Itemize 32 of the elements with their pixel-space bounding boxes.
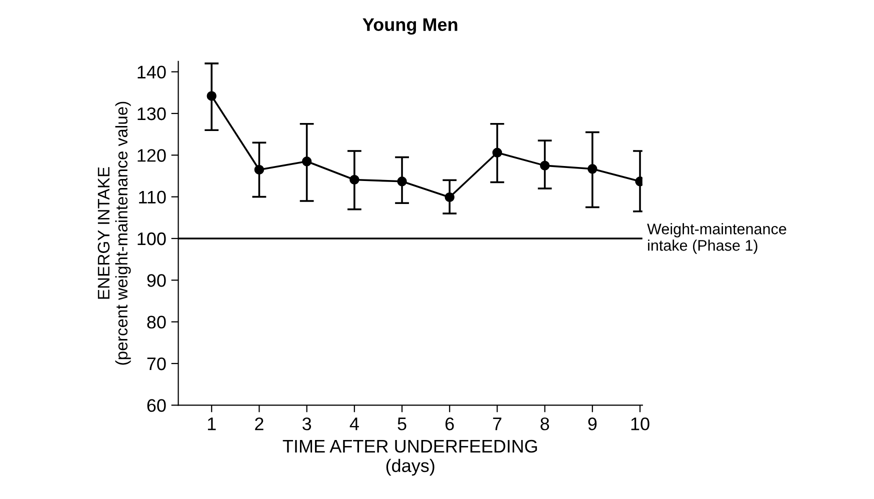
y-tick-label: 80 [147,316,166,329]
y-tick-label: 110 [139,190,166,204]
point [206,91,216,101]
point [444,192,454,202]
point [254,164,264,175]
x-tick-label: 5 [398,418,406,430]
point [540,160,550,170]
x-tick-label: 10 [631,417,650,430]
y-tick-label: 120 [138,149,166,162]
y-tick-label: 140 [138,66,166,79]
ref-line-label: Weight-maintenance intake (Phase 1) [647,223,786,254]
x-tick-label: 1 [208,418,216,430]
y-tick-label: 130 [138,107,166,120]
x-tick-label: 2 [255,417,264,430]
x-tick-label: 9 [588,417,597,430]
point [492,148,502,158]
y-tick-label: 70 [147,357,166,370]
x-tick-label: 7 [493,418,502,430]
y-tick-label: 60 [147,399,166,412]
point [397,176,407,186]
x-tick-label: 4 [350,418,359,430]
x-tick-label: 6 [446,417,454,430]
chart-title: Young Men [362,18,458,35]
point [302,156,312,166]
y-tick-label: 100 [138,232,166,246]
y-tick-label: 90 [147,274,166,287]
point [588,164,598,174]
x-tick-label: 8 [540,417,550,430]
x-axis-title: TIME AFTER UNDERFEEDING (days) [282,440,537,476]
point [350,174,360,185]
x-tick-label: 3 [302,417,312,430]
y-axis-title: ENERGY INTAKE (percent weight-maintenance value) [98,102,131,365]
